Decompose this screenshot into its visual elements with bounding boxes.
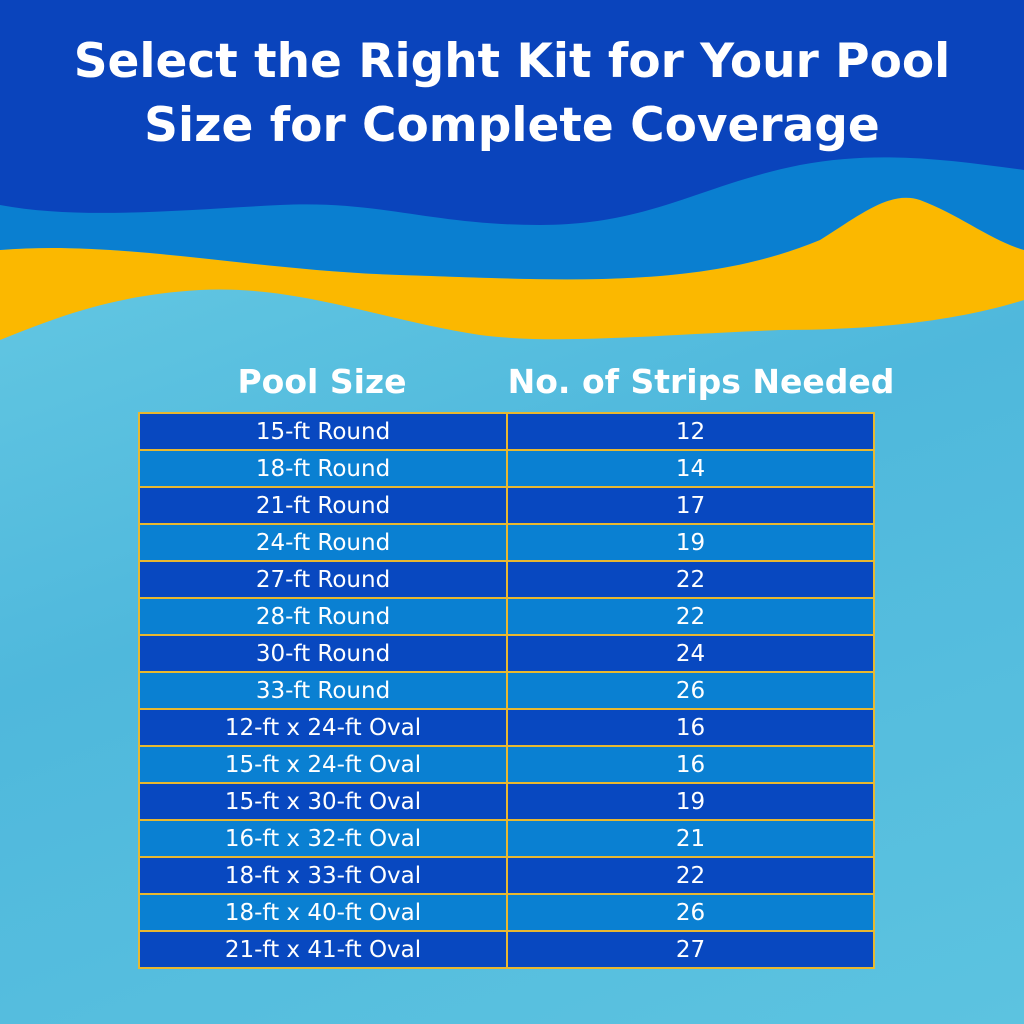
- pool-size-cell: 30-ft Round: [138, 634, 508, 673]
- strips-needed-cell: 22: [506, 856, 875, 895]
- strips-needed-cell: 14: [506, 449, 875, 488]
- strips-needed-cell: 24: [506, 634, 875, 673]
- table-row: 18-ft Round 14: [138, 449, 875, 488]
- yellow-wave: [0, 197, 1024, 340]
- header-pool-size: Pool Size: [237, 362, 407, 401]
- table-row: 16-ft x 32-ft Oval 21: [138, 819, 875, 858]
- strips-needed-cell: 19: [506, 523, 875, 562]
- strips-needed-cell: 19: [506, 782, 875, 821]
- strips-needed-cell: 22: [506, 560, 875, 599]
- pool-size-cell: 12-ft x 24-ft Oval: [138, 708, 508, 747]
- pool-size-cell: 21-ft x 41-ft Oval: [138, 930, 508, 969]
- strips-needed-cell: 27: [506, 930, 875, 969]
- strips-needed-cell: 21: [506, 819, 875, 858]
- strips-needed-cell: 26: [506, 671, 875, 710]
- table-row: 15-ft x 24-ft Oval 16: [138, 745, 875, 784]
- pool-size-cell: 18-ft x 40-ft Oval: [138, 893, 508, 932]
- pool-size-cell: 15-ft x 24-ft Oval: [138, 745, 508, 784]
- pool-size-cell: 27-ft Round: [138, 560, 508, 599]
- title-line-1: Select the Right Kit for Your Pool: [73, 34, 951, 89]
- title-line-2: Size for Complete Coverage: [144, 98, 880, 153]
- strips-needed-cell: 26: [506, 893, 875, 932]
- pool-size-cell: 18-ft x 33-ft Oval: [138, 856, 508, 895]
- table-row: 18-ft x 40-ft Oval 26: [138, 893, 875, 932]
- strips-needed-cell: 16: [506, 708, 875, 747]
- table-row: 27-ft Round 22: [138, 560, 875, 599]
- table-row: 15-ft x 30-ft Oval 19: [138, 782, 875, 821]
- dark-blue-banner: [0, 0, 1024, 225]
- pool-size-cell: 18-ft Round: [138, 449, 508, 488]
- pool-size-cell: 33-ft Round: [138, 671, 508, 710]
- pool-size-cell: 15-ft x 30-ft Oval: [138, 782, 508, 821]
- table-row: 28-ft Round 22: [138, 597, 875, 636]
- pool-size-cell: 21-ft Round: [138, 486, 508, 525]
- pool-size-table: 15-ft Round 12 18-ft Round 14 21-ft Round 17 2…: [138, 412, 875, 969]
- pool-size-cell: 15-ft Round: [138, 412, 508, 451]
- pool-size-cell: 24-ft Round: [138, 523, 508, 562]
- strips-needed-cell: 16: [506, 745, 875, 784]
- page-title: Select the Right Kit for Your Pool Size …: [0, 30, 1024, 158]
- header-strips-needed: No. of Strips Needed: [507, 362, 895, 401]
- table-row: 30-ft Round 24: [138, 634, 875, 673]
- table-row: 33-ft Round 26: [138, 671, 875, 710]
- table-row: 18-ft x 33-ft Oval 22: [138, 856, 875, 895]
- strips-needed-cell: 22: [506, 597, 875, 636]
- pool-size-cell: 28-ft Round: [138, 597, 508, 636]
- strips-needed-cell: 12: [506, 412, 875, 451]
- table-row: 21-ft x 41-ft Oval 27: [138, 930, 875, 969]
- table-row: 21-ft Round 17: [138, 486, 875, 525]
- strips-needed-cell: 17: [506, 486, 875, 525]
- pool-size-cell: 16-ft x 32-ft Oval: [138, 819, 508, 858]
- table-row: 15-ft Round 12: [138, 412, 875, 451]
- table-row: 12-ft x 24-ft Oval 16: [138, 708, 875, 747]
- table-row: 24-ft Round 19: [138, 523, 875, 562]
